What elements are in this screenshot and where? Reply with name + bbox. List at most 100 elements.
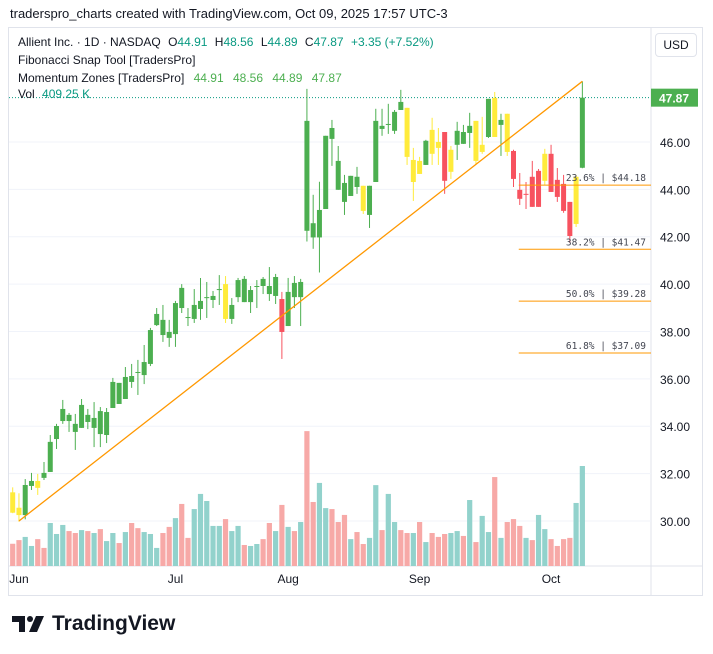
candle (28, 472, 34, 490)
candle-body (529, 176, 535, 207)
momentum-value: 44.91 (193, 71, 224, 85)
volume-bar (147, 533, 154, 566)
candle (379, 108, 385, 136)
candle-body (310, 223, 316, 238)
candle-body (79, 404, 85, 428)
candle-body (135, 371, 141, 373)
candle (367, 185, 373, 228)
candle (41, 462, 47, 481)
candle (473, 120, 479, 164)
candle-body (492, 97, 498, 137)
volume-bar (348, 539, 354, 566)
candle (66, 412, 72, 432)
volume-bar (104, 541, 110, 566)
candle-body (473, 120, 479, 161)
volume-bar (254, 544, 260, 566)
volume-bar (47, 522, 53, 566)
candle-body (160, 319, 166, 336)
close-label: C (304, 35, 314, 49)
candle (291, 276, 297, 309)
volume-bar (554, 545, 560, 566)
symbol-legend[interactable]: Allient Inc. · 1D · NASDAQ O44.91 H48.56… (18, 35, 434, 49)
candle (241, 276, 247, 303)
volume-bar (22, 536, 28, 566)
price-tick-label: 34.00 (660, 420, 690, 434)
candle (85, 408, 91, 430)
candle (54, 423, 60, 449)
candle (16, 493, 22, 522)
candle-body (104, 412, 110, 436)
candle (141, 344, 147, 385)
candle-body (467, 125, 473, 133)
candle (160, 304, 166, 342)
volume-bar (404, 533, 410, 566)
volume-bar (160, 533, 166, 566)
candle (191, 289, 197, 323)
candle-body (567, 201, 573, 237)
volume-bar (329, 509, 335, 566)
volume-bar (41, 547, 47, 566)
candle (454, 121, 460, 160)
candle (254, 280, 260, 309)
high-label: H (214, 35, 224, 49)
candle (360, 185, 366, 214)
candle (154, 308, 160, 327)
volume-bar (467, 500, 473, 566)
fib-level-label: 38.2% | $41.47 (566, 237, 646, 248)
candle (417, 156, 423, 174)
volume-bar (235, 525, 241, 566)
candle-body (198, 300, 203, 309)
volume-bar (542, 529, 548, 566)
candle (22, 479, 28, 520)
volume-bar (492, 477, 498, 566)
candle (147, 327, 153, 367)
candle (460, 124, 466, 144)
price-tick-label: 42.00 (660, 231, 690, 245)
candle (104, 407, 110, 444)
candle (135, 359, 141, 395)
candle (579, 81, 585, 169)
volume-bar (354, 532, 360, 566)
low-label: L (260, 35, 268, 49)
volume-value: 409.25 K (42, 87, 91, 101)
candle-body (485, 98, 491, 137)
volume-bar (479, 515, 485, 566)
volume-bar (35, 539, 41, 566)
candle-body (85, 414, 91, 422)
volume-legend[interactable]: Vol 409.25 K (18, 87, 90, 101)
candle (573, 174, 579, 228)
volume-bar (379, 530, 385, 566)
currency-button[interactable]: USD (655, 33, 697, 57)
low-value: 44.89 (267, 35, 298, 49)
volume-bar (122, 532, 128, 566)
volume-bar (210, 525, 216, 566)
candle-body (367, 185, 373, 215)
candle-body (97, 411, 103, 435)
price-tick-label: 30.00 (660, 515, 690, 529)
volume-bar (154, 547, 160, 566)
price-tick-label: 46.00 (660, 136, 690, 150)
candle-body (404, 107, 410, 157)
indicator-momentum[interactable]: Momentum Zones [TradersPro] 44.91 48.56 … (18, 71, 342, 85)
volume-bar (398, 530, 404, 566)
tradingview-logo[interactable]: TradingView (12, 612, 175, 636)
candle-body (10, 492, 16, 513)
volume-bar (179, 503, 185, 566)
candle-body (91, 417, 97, 428)
candle-body (360, 185, 366, 211)
candle (536, 168, 542, 207)
candle-body (448, 149, 454, 172)
indicator-fibonacci[interactable]: Fibonacci Snap Tool [TradersPro] (18, 53, 195, 67)
candle-body (204, 297, 210, 299)
candle (91, 402, 97, 448)
momentum-value: 47.87 (311, 71, 342, 85)
candle (198, 277, 203, 320)
volume-bar (229, 531, 235, 566)
candle-body (191, 304, 197, 319)
candle-body (454, 130, 460, 145)
volume-bar (304, 431, 310, 566)
volume-label: Vol (18, 87, 35, 101)
volume-bar (548, 539, 554, 566)
volume-bar (454, 531, 460, 566)
